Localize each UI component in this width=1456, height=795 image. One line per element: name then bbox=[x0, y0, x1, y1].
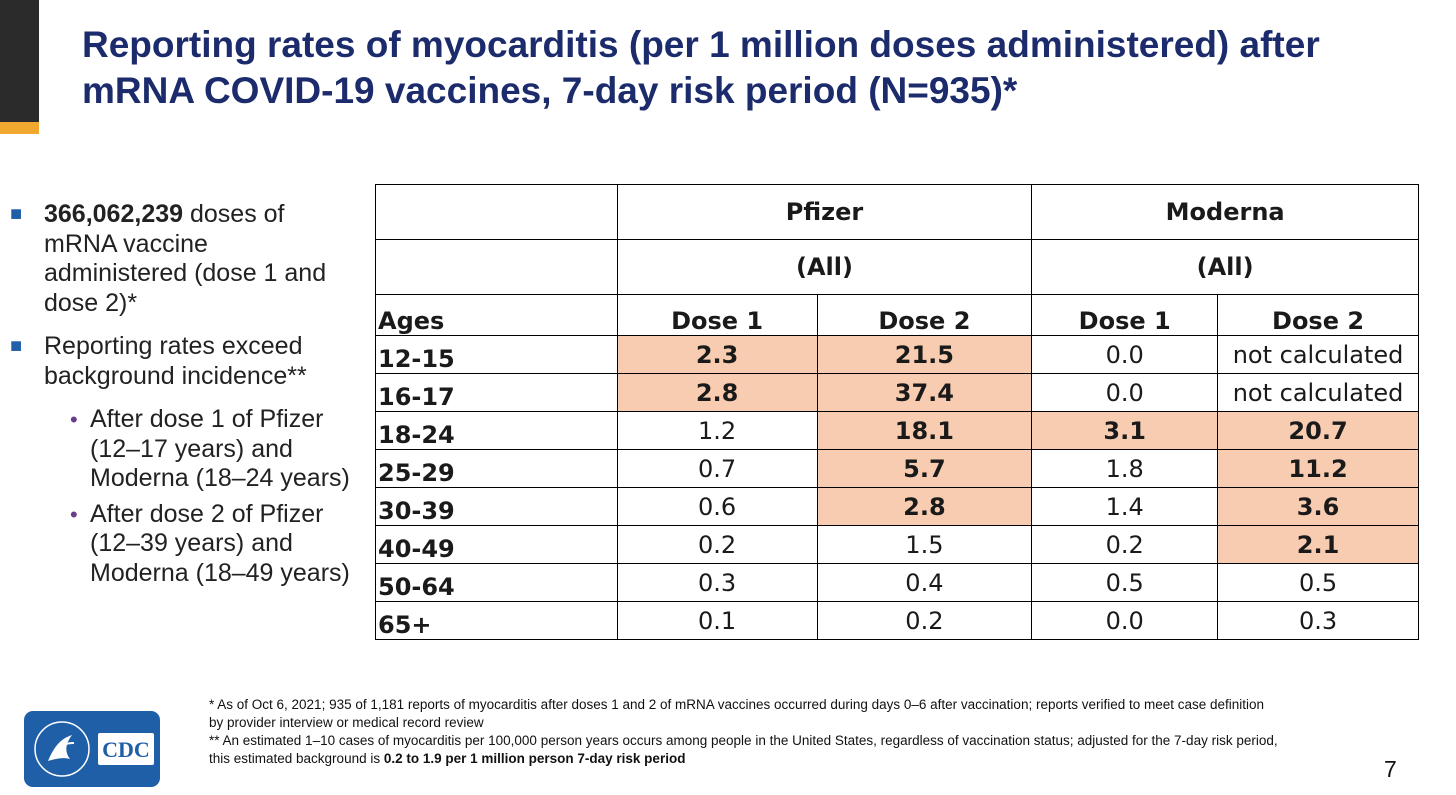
square-bullet-icon: ■ bbox=[10, 335, 23, 357]
header-pfizer-all: (All) bbox=[616, 239, 1033, 295]
rate-cell: 5.7 bbox=[816, 449, 1033, 488]
rate-cell: 2.8 bbox=[616, 373, 818, 412]
age-cell: 12-15 bbox=[375, 335, 618, 374]
rate-cell: 0.5 bbox=[1031, 563, 1219, 602]
rate-cell: 0.5 bbox=[1217, 563, 1419, 602]
rates-text: Reporting rates exceed background incide… bbox=[44, 332, 307, 390]
rate-cell: 0.0 bbox=[1031, 373, 1219, 412]
cdc-logo-text: CDC bbox=[102, 737, 150, 762]
age-cell: 30-39 bbox=[375, 487, 618, 526]
rate-cell: 3.1 bbox=[1031, 411, 1219, 450]
table-row: 50-64 0.3 0.4 0.5 0.5 bbox=[375, 563, 1419, 602]
header-empty bbox=[375, 184, 618, 240]
doses-text: doses of mRNA vaccine administered (dose… bbox=[44, 200, 327, 317]
rate-cell: 0.2 bbox=[616, 525, 818, 564]
table-row: 25-29 0.7 5.7 1.8 11.2 bbox=[375, 449, 1419, 488]
footnotes: * As of Oct 6, 2021; 935 of 1,181 report… bbox=[209, 696, 1279, 768]
accent-bar bbox=[0, 0, 39, 122]
rate-cell: not calculated bbox=[1217, 335, 1419, 374]
header-ages: Ages bbox=[375, 294, 618, 336]
age-cell: 16-17 bbox=[375, 373, 618, 412]
footnote-2-bold: 0.2 to 1.9 per 1 million person 7-day ri… bbox=[383, 751, 686, 766]
rates-table: Pfizer Moderna (All) (All) Ages Dose 1 D… bbox=[375, 184, 1419, 640]
cdc-logo: CDC bbox=[24, 711, 160, 787]
bullet-rates: ■ Reporting rates exceed background inci… bbox=[10, 332, 355, 391]
header-moderna-all: (All) bbox=[1031, 239, 1419, 295]
age-cell: 25-29 bbox=[375, 449, 618, 488]
rate-cell: 0.0 bbox=[1031, 335, 1219, 374]
footnote-2-text: ** An estimated 1–10 cases of myocarditi… bbox=[209, 733, 1278, 766]
rate-cell: 1.8 bbox=[1031, 449, 1219, 488]
table-row: 40-49 0.2 1.5 0.2 2.1 bbox=[375, 525, 1419, 564]
rate-cell: 11.2 bbox=[1217, 449, 1419, 488]
rate-cell: 0.2 bbox=[816, 601, 1033, 640]
footnote-2: ** An estimated 1–10 cases of myocarditi… bbox=[209, 732, 1279, 768]
rate-cell: 21.5 bbox=[816, 335, 1033, 374]
rate-cell: 0.3 bbox=[1217, 601, 1419, 640]
rate-cell: 1.4 bbox=[1031, 487, 1219, 526]
rate-cell: 0.6 bbox=[616, 487, 818, 526]
age-cell: 40-49 bbox=[375, 525, 618, 564]
rate-cell: 3.6 bbox=[1217, 487, 1419, 526]
age-cell: 18-24 bbox=[375, 411, 618, 450]
header-empty bbox=[375, 239, 618, 295]
header-pfizer: Pfizer bbox=[616, 184, 1033, 240]
header-moderna-dose2: Dose 2 bbox=[1217, 294, 1419, 336]
age-cell: 50-64 bbox=[375, 563, 618, 602]
hhs-eagle-icon bbox=[34, 721, 90, 777]
footnote-1: * As of Oct 6, 2021; 935 of 1,181 report… bbox=[209, 697, 1265, 730]
rate-cell: 0.0 bbox=[1031, 601, 1219, 640]
table-row: 16-17 2.8 37.4 0.0 not calculated bbox=[375, 373, 1419, 412]
sub-bullet-text: After dose 1 of Pfizer (12–17 years) and… bbox=[90, 405, 350, 492]
table-row: 30-39 0.6 2.8 1.4 3.6 bbox=[375, 487, 1419, 526]
rate-cell: 2.3 bbox=[616, 335, 818, 374]
age-cell: 65+ bbox=[375, 601, 618, 640]
rate-cell: 0.2 bbox=[1031, 525, 1219, 564]
rate-cell: 0.3 bbox=[616, 563, 818, 602]
table-row: 12-15 2.3 21.5 0.0 not calculated bbox=[375, 335, 1419, 374]
rate-cell: 1.2 bbox=[616, 411, 818, 450]
slide-title: Reporting rates of myocarditis (per 1 mi… bbox=[82, 24, 1320, 111]
header-pfizer-dose1: Dose 1 bbox=[616, 294, 818, 336]
rate-cell: not calculated bbox=[1217, 373, 1419, 412]
rate-cell: 0.4 bbox=[816, 563, 1033, 602]
rate-cell: 0.1 bbox=[616, 601, 818, 640]
header-pfizer-dose2: Dose 2 bbox=[816, 294, 1033, 336]
rate-cell: 20.7 bbox=[1217, 411, 1419, 450]
page-number: 7 bbox=[1384, 756, 1397, 782]
dot-bullet-icon: • bbox=[70, 407, 78, 432]
bullet-doses: ■ 366,062,239 doses of mRNA vaccine admi… bbox=[10, 200, 355, 318]
rate-cell: 2.1 bbox=[1217, 525, 1419, 564]
rate-cell: 2.8 bbox=[816, 487, 1033, 526]
rate-cell: 1.5 bbox=[816, 525, 1033, 564]
table-row: 65+ 0.1 0.2 0.0 0.3 bbox=[375, 601, 1419, 640]
sub-bullet-dose1: • After dose 1 of Pfizer (12–17 years) a… bbox=[10, 405, 355, 494]
header-moderna: Moderna bbox=[1031, 184, 1419, 240]
sub-bullet-text: After dose 2 of Pfizer (12–39 years) and… bbox=[90, 499, 350, 587]
dot-bullet-icon: • bbox=[70, 501, 78, 527]
bullet-list: ■ 366,062,239 doses of mRNA vaccine admi… bbox=[10, 200, 355, 588]
square-bullet-icon: ■ bbox=[10, 203, 23, 225]
table-row: 18-24 1.2 18.1 3.1 20.7 bbox=[375, 411, 1419, 450]
sub-bullet-dose2: • After dose 2 of Pfizer (12–39 years) a… bbox=[10, 500, 355, 589]
rate-cell: 0.7 bbox=[616, 449, 818, 488]
rate-cell: 18.1 bbox=[816, 411, 1033, 450]
header-moderna-dose1: Dose 1 bbox=[1031, 294, 1219, 336]
accent-bar-stripe bbox=[0, 122, 39, 134]
doses-count: 366,062,239 bbox=[44, 200, 184, 228]
rate-cell: 37.4 bbox=[816, 373, 1033, 412]
